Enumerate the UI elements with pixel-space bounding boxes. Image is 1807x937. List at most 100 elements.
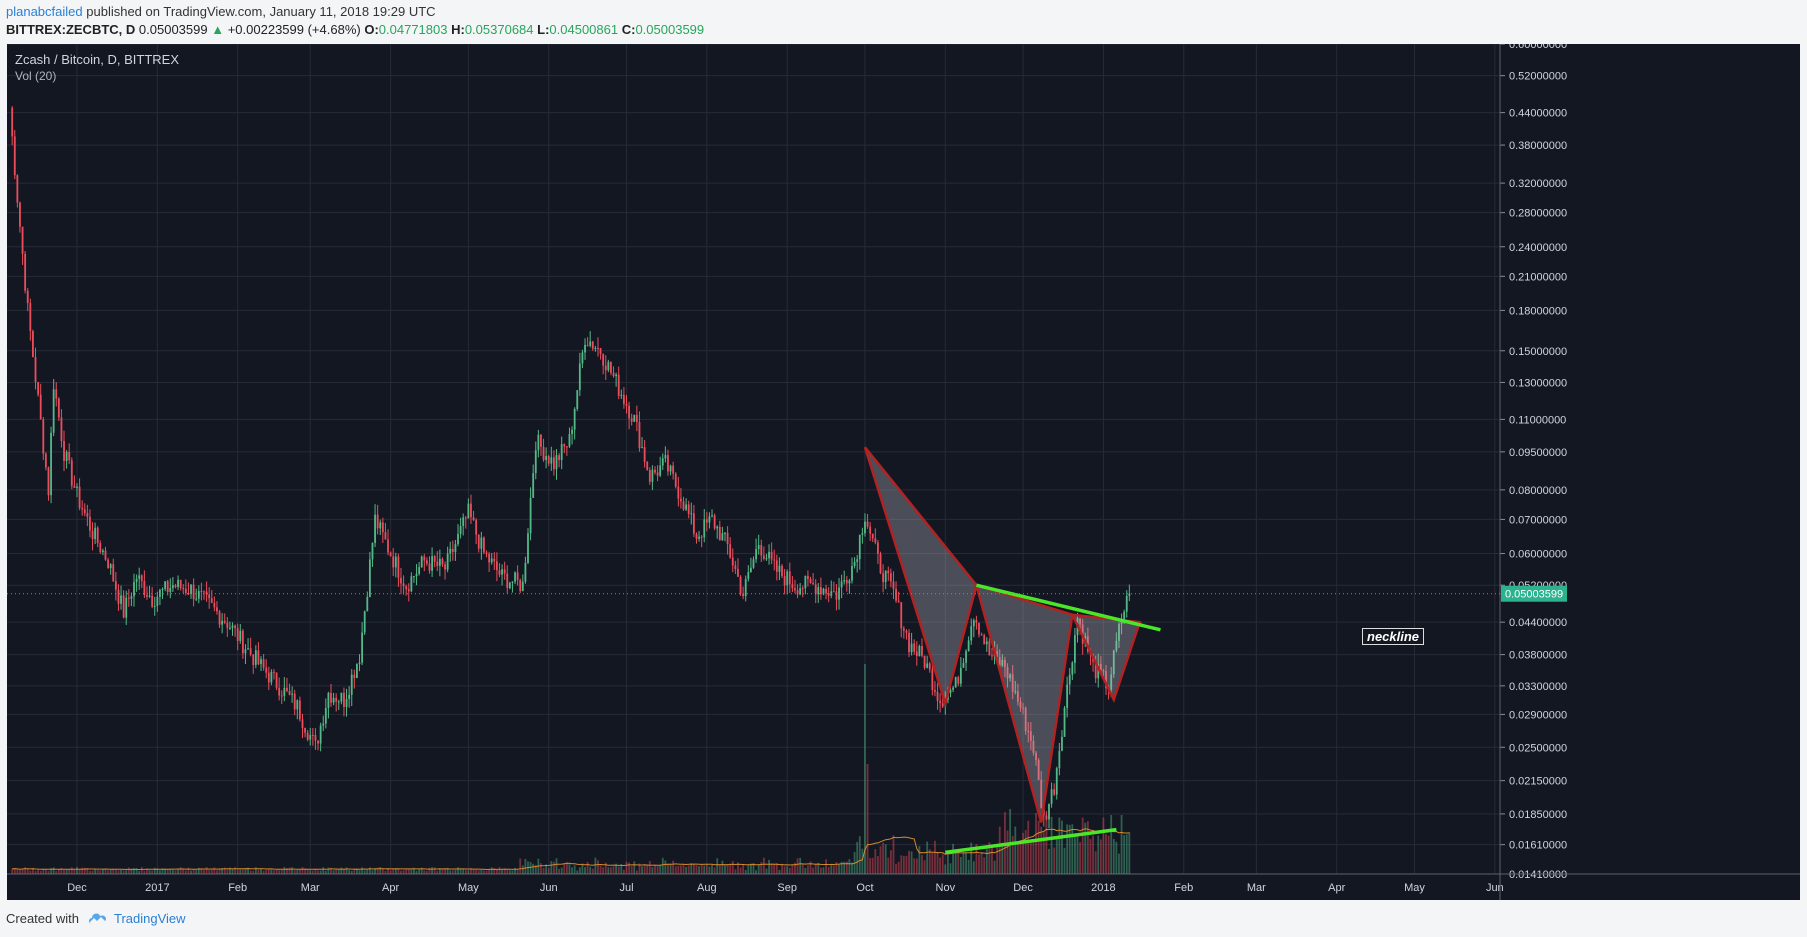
volume-bar [700, 864, 703, 874]
candle-body [521, 581, 524, 592]
volume-bar [81, 867, 84, 874]
candle-body [819, 587, 822, 595]
candle-body [602, 354, 605, 366]
candle-body [773, 559, 776, 561]
volume-bar [791, 864, 794, 874]
candle-body [405, 586, 408, 590]
volume-bar [1058, 817, 1061, 874]
candle-body [768, 551, 770, 559]
y-tick-label: 0.03300000 [1509, 681, 1567, 693]
volume-bar [910, 851, 913, 874]
volume-bar [374, 868, 376, 874]
candle-body [91, 530, 94, 540]
volume-bar [607, 867, 610, 874]
volume-bar [433, 867, 436, 874]
candle-body [423, 556, 426, 561]
candle-body [962, 662, 965, 668]
candle-body [936, 691, 939, 701]
volume-bar [716, 858, 719, 874]
price-chart[interactable]: 0.60000000 0.52000000 0.44000000 0.38000000… [7, 44, 1800, 900]
volume-bar [508, 870, 511, 874]
y-tick-label: 0.13000000 [1509, 377, 1567, 389]
tradingview-cloud-icon[interactable] [87, 908, 109, 928]
volume-bar [400, 870, 402, 874]
volume-bar [179, 867, 182, 874]
volume-bar [244, 868, 247, 874]
candle-body [690, 513, 693, 515]
volume-bar [361, 867, 364, 874]
volume-indicator-label[interactable]: Vol (20) [15, 69, 57, 83]
volume-bar [586, 861, 589, 874]
volume-bar [825, 859, 827, 874]
volume-bar [856, 841, 859, 874]
candle-body [317, 740, 319, 744]
volume-bar [672, 860, 675, 874]
volume-bar [182, 868, 185, 874]
author-link[interactable]: planabcfailed [6, 4, 83, 19]
volume-bar [159, 870, 161, 874]
candle-body [752, 559, 755, 568]
volume-bar [13, 868, 16, 874]
candle-body [252, 654, 255, 665]
candle-body [581, 352, 584, 364]
volume-bar [970, 842, 973, 874]
candle-body [428, 563, 431, 571]
volume-bar [464, 870, 467, 874]
volume-bar [1037, 820, 1040, 874]
volume-bar [884, 844, 887, 874]
volume-bar [742, 864, 745, 874]
volume-bar [734, 869, 737, 874]
volume-bar [934, 840, 936, 874]
volume-bar [887, 857, 890, 874]
chart-area[interactable]: 0.60000000 0.52000000 0.44000000 0.38000000… [7, 44, 1800, 900]
candle-body [431, 556, 433, 571]
candle-body [78, 486, 81, 508]
candle-body [24, 253, 27, 291]
candle-body [376, 514, 379, 529]
candle-body [908, 632, 910, 653]
volume-bar [1029, 841, 1032, 874]
candle-body [874, 538, 877, 543]
volume-bar [902, 855, 905, 874]
candle-body [620, 394, 623, 396]
volume-bar [1084, 822, 1087, 874]
candle-body [477, 534, 480, 549]
volume-bar [705, 864, 708, 874]
volume-bar [472, 869, 475, 874]
candle-body [731, 557, 734, 566]
tradingview-brand[interactable]: TradingView [114, 911, 186, 926]
candle-body [1011, 674, 1014, 692]
volume-bar [965, 852, 967, 874]
volume-bar [314, 868, 317, 874]
candle-body [597, 347, 599, 349]
volume-bar [576, 870, 579, 874]
candle-body [311, 735, 314, 737]
volume-bar [729, 863, 732, 874]
volume-bar [731, 861, 734, 874]
candle-body [451, 548, 454, 552]
volume-bar [822, 867, 825, 874]
volume-bar [869, 858, 872, 874]
volume-bar [340, 867, 343, 874]
volume-bar [921, 854, 923, 874]
volume-bar [993, 860, 996, 874]
candle-body [1118, 623, 1120, 641]
volume-bar [615, 863, 618, 874]
volume-bar [345, 867, 348, 874]
candle-body [68, 451, 71, 461]
candle-body [314, 735, 317, 741]
candle-body [508, 582, 511, 589]
candle-body [441, 558, 444, 565]
candle-body [73, 485, 76, 488]
volume-bar [304, 868, 306, 874]
candle-body [718, 526, 721, 541]
candle-body [550, 457, 553, 464]
volume-bar [236, 869, 239, 874]
volume-bar [109, 869, 112, 874]
y-tick-label: 0.01850000 [1509, 809, 1567, 821]
candle-body [410, 576, 413, 592]
candle-body [1123, 611, 1126, 619]
x-tick-label: 2017 [145, 882, 169, 894]
volume-bar [353, 868, 356, 874]
y-tick-label: 0.24000000 [1509, 242, 1567, 254]
